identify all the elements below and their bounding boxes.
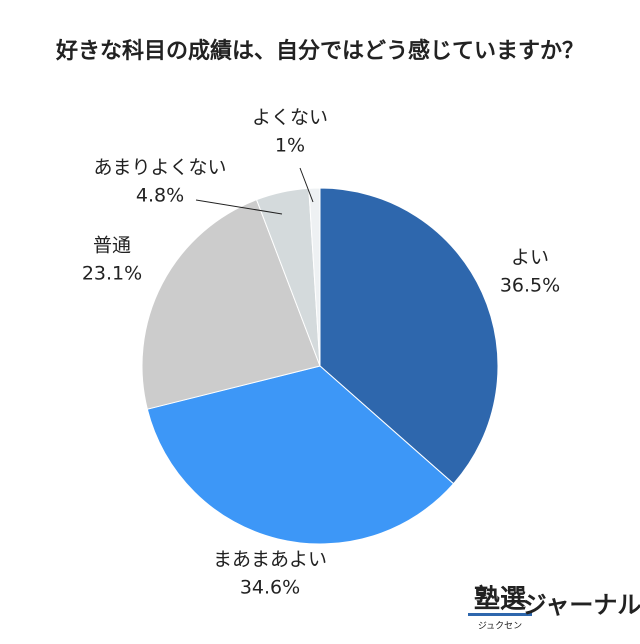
pie-slice <box>146 365 455 545</box>
slice-value: 34.6% <box>240 577 300 599</box>
leader-line <box>299 167 314 203</box>
slice-label: 普通 <box>93 235 131 257</box>
pie-slice <box>319 187 499 485</box>
logo-underline <box>468 613 532 616</box>
slice-label: よくない <box>252 107 328 129</box>
slice-value: 1% <box>275 135 305 157</box>
pie-slice <box>141 199 321 410</box>
slice-label: あまりよくない <box>93 157 226 179</box>
slice-value: 36.5% <box>500 275 560 297</box>
logo-sub: ジュクセン <box>478 621 522 632</box>
leader-line <box>195 199 283 215</box>
slice-value: 4.8% <box>136 185 184 207</box>
logo: 塾選 ジュクセン ジャーナル <box>468 584 640 632</box>
logo-main: 塾選 <box>474 584 526 615</box>
logo-suffix: ジャーナル <box>523 591 640 619</box>
slice-label: よい <box>511 247 549 269</box>
chart-title: 好きな科目の成績は、自分ではどう感じていますか？ <box>55 38 584 64</box>
pie-slice <box>308 187 321 367</box>
slice-value: 23.1% <box>82 263 142 285</box>
slice-label: まあまあよい <box>213 549 327 571</box>
